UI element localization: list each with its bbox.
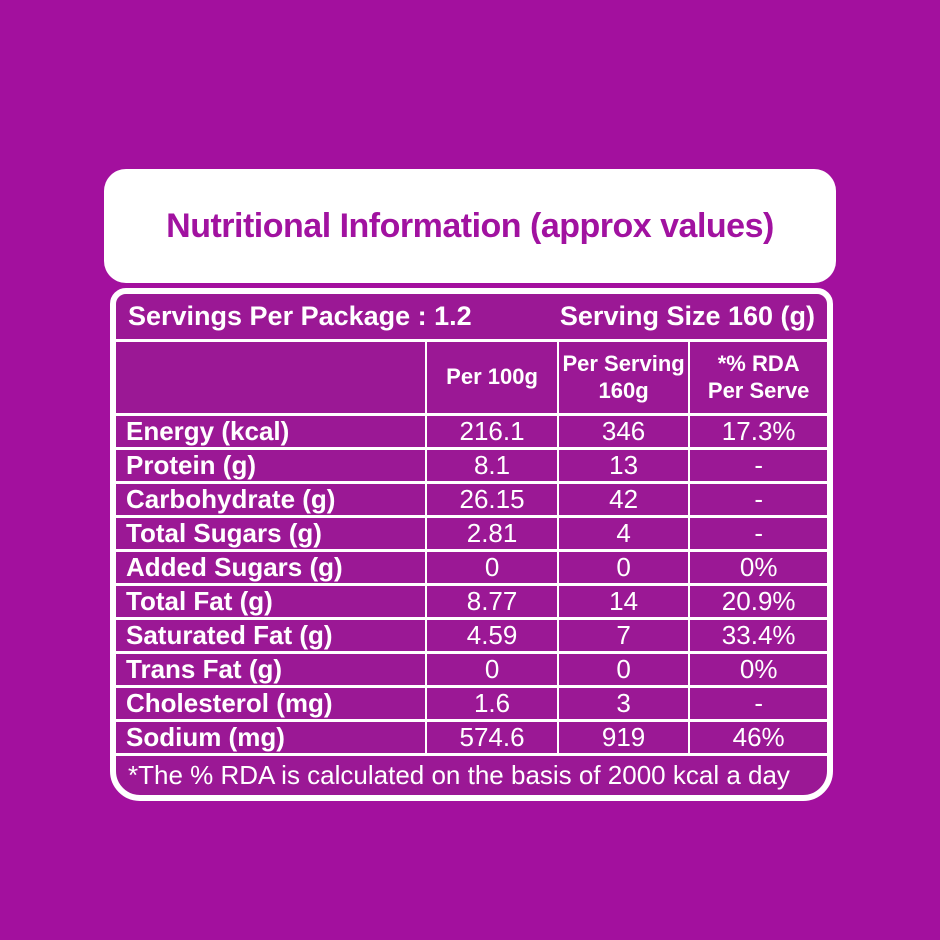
row-rda-value: - (688, 450, 827, 481)
row-label: Total Fat (g) (126, 586, 273, 616)
row-per-100g-value: 1.6 (425, 688, 557, 719)
row-label: Energy (kcal) (126, 416, 290, 446)
row-label: Cholesterol (mg) (126, 688, 333, 718)
rda-footnote: *The % RDA is calculated on the basis of… (128, 760, 790, 790)
row-rda-value: - (688, 688, 827, 719)
row-label: Saturated Fat (g) (126, 620, 333, 650)
column-header-row: Per 100g Per Serving 160g *% RDA Per Ser… (116, 342, 827, 416)
row-label: Carbohydrate (g) (126, 484, 336, 514)
table-row-total-fat: Total Fat (g) 8.77 14 20.9% (116, 586, 827, 620)
row-per-100g-value: 0 (425, 552, 557, 583)
row-per-serving-value: 0 (556, 552, 689, 583)
row-per-serving-value: 3 (556, 688, 689, 719)
row-per-serving-value: 14 (556, 586, 689, 617)
row-per-serving-value: 346 (556, 416, 689, 447)
row-per-100g-value: 4.59 (425, 620, 557, 651)
row-per-serving-value: 7 (556, 620, 689, 651)
row-per-serving-value: 4 (556, 518, 689, 549)
column-header-per-serving: Per Serving 160g (556, 342, 689, 413)
row-per-100g-value: 216.1 (425, 416, 557, 447)
row-label: Sodium (mg) (126, 722, 285, 752)
nutrition-table-panel: Servings Per Package : 1.2 Serving Size … (110, 288, 833, 801)
row-per-serving-value: 13 (556, 450, 689, 481)
row-rda-value: 0% (688, 552, 827, 583)
title-card: Nutritional Information (approx values) (104, 169, 836, 283)
row-rda-value: 17.3% (688, 416, 827, 447)
table-row-total-sugars: Total Sugars (g) 2.81 4 - (116, 518, 827, 552)
row-per-100g-value: 8.1 (425, 450, 557, 481)
row-per-serving-value: 919 (556, 722, 689, 753)
row-rda-value: 33.4% (688, 620, 827, 651)
row-per-100g-value: 574.6 (425, 722, 557, 753)
row-label: Added Sugars (g) (126, 552, 343, 582)
page-title: Nutritional Information (approx values) (166, 206, 774, 245)
servings-row: Servings Per Package : 1.2 Serving Size … (116, 294, 827, 342)
column-header-per-100g: Per 100g (425, 342, 557, 413)
row-label: Total Sugars (g) (126, 518, 322, 548)
row-rda-value: - (688, 518, 827, 549)
table-row-protein: Protein (g) 8.1 13 - (116, 450, 827, 484)
row-label: Trans Fat (g) (126, 654, 283, 684)
table-row-added-sugars: Added Sugars (g) 0 0 0% (116, 552, 827, 586)
row-rda-value: 0% (688, 654, 827, 685)
row-per-100g-value: 26.15 (425, 484, 557, 515)
row-per-100g-value: 2.81 (425, 518, 557, 549)
table-row-sodium: Sodium (mg) 574.6 919 46% (116, 722, 827, 756)
table-row-carbohydrate: Carbohydrate (g) 26.15 42 - (116, 484, 827, 518)
row-rda-value: 46% (688, 722, 827, 753)
table-row-saturated-fat: Saturated Fat (g) 4.59 7 33.4% (116, 620, 827, 654)
column-header-rda: *% RDA Per Serve (688, 342, 827, 413)
table-row-cholesterol: Cholesterol (mg) 1.6 3 - (116, 688, 827, 722)
row-per-100g-value: 8.77 (425, 586, 557, 617)
table-row-trans-fat: Trans Fat (g) 0 0 0% (116, 654, 827, 688)
row-rda-value: - (688, 484, 827, 515)
row-label: Protein (g) (126, 450, 256, 480)
table-row-energy: Energy (kcal) 216.1 346 17.3% (116, 416, 827, 450)
row-per-serving-value: 0 (556, 654, 689, 685)
row-per-100g-value: 0 (425, 654, 557, 685)
row-rda-value: 20.9% (688, 586, 827, 617)
row-per-serving-value: 42 (556, 484, 689, 515)
servings-per-package: Servings Per Package : 1.2 (128, 301, 472, 331)
column-header-nutrient (116, 342, 425, 413)
serving-size: Serving Size 160 (g) (559, 301, 815, 331)
